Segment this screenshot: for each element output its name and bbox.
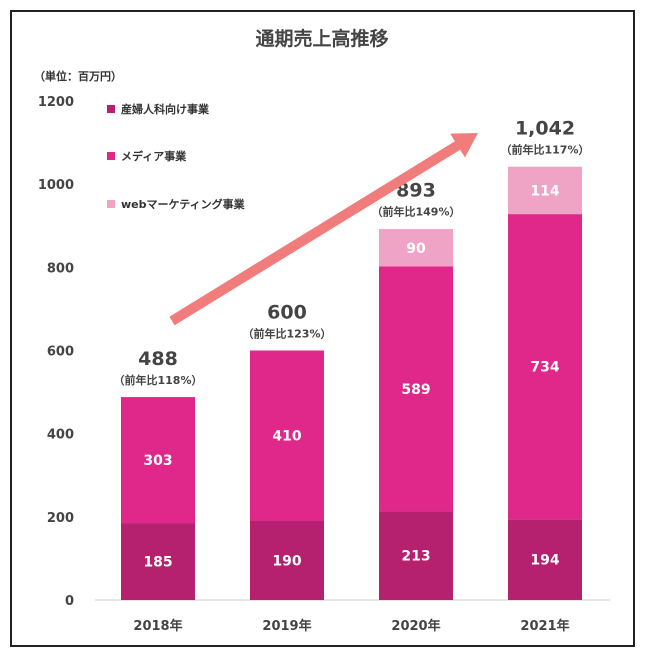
y-tick-label: 600 [47,345,74,360]
x-category-label: 2020年 [391,618,440,634]
y-tick-label: 200 [47,511,74,526]
bar-yoy-label: （前年比149%） [372,205,461,219]
bar-segment [250,520,324,600]
bar-total-label: 1,042 [515,118,575,140]
legend-label: webマーケティング事業 [121,197,246,211]
bar-segment [508,214,582,520]
segment-value-label: 213 [401,549,430,565]
legend-swatch [107,105,115,113]
chart-title: 通期売上高推移 [255,27,388,50]
bar-segment [508,519,582,600]
bar-yoy-label: （前年比123%） [243,327,332,341]
segment-value-label: 114 [530,183,559,199]
bar-segment [508,166,582,215]
segment-value-label: 185 [143,555,172,571]
bar-total-label: 488 [138,348,178,370]
bar-segment [379,511,453,600]
y-tick-label: 800 [47,261,74,276]
segment-value-label: 194 [530,553,559,569]
growth-arrow [169,133,478,326]
bar-total-label: 600 [267,302,307,324]
y-tick-label: 400 [47,428,74,443]
legend-swatch [107,152,115,160]
segment-value-label: 734 [530,360,559,376]
segment-value-label: 410 [272,429,301,445]
bar-segment [121,523,195,600]
segment-value-label: 303 [143,453,172,469]
chart: 通期売上高推移 （単位：百万円） 0 200 400 600 800 1000 1200 185 3… [34,27,610,634]
bar-yoy-label: （前年比118%） [114,373,203,387]
segment-value-label: 589 [401,382,430,398]
x-category-label: 2021年 [520,618,569,634]
segment-value-label: 90 [406,241,426,257]
segment-value-label: 190 [272,553,301,569]
legend-label: 産婦人科向け事業 [121,102,210,116]
bar-total-label: 893 [396,180,436,202]
bar-segment [121,397,195,524]
unit-label: （単位：百万円） [34,69,122,83]
legend-label: メディア事業 [121,149,187,163]
bar-segment [250,350,324,521]
bar-segment [379,229,453,267]
bar-segment [379,266,453,512]
x-category-label: 2018年 [133,618,182,634]
y-tick-label: 0 [65,594,74,609]
bar-yoy-label: （前年比117%） [501,143,590,157]
x-category-label: 2019年 [262,618,311,634]
chart-frame: 通期売上高推移 （単位：百万円） 0 200 400 600 800 1000 1200 185 3… [10,10,635,647]
y-tick-label: 1000 [38,178,74,193]
y-tick-label: 1200 [38,95,74,110]
legend-swatch [107,200,115,208]
